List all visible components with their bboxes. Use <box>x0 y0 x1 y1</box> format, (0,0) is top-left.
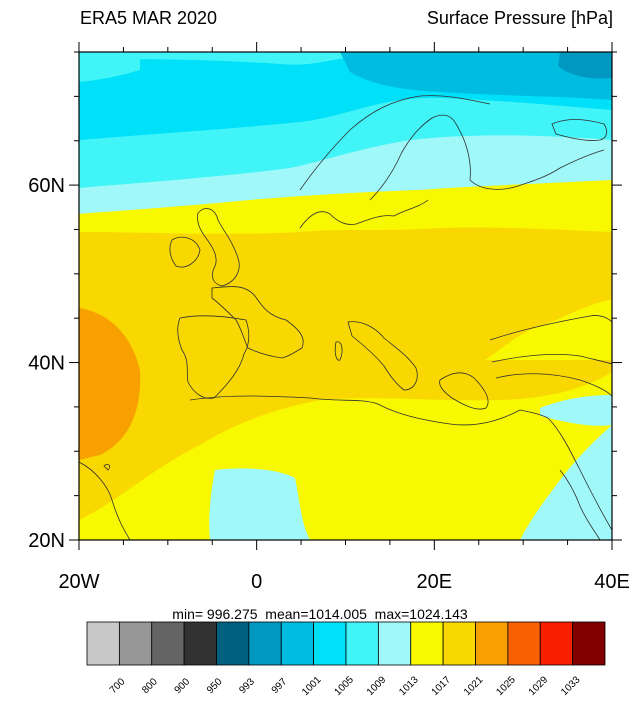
coastline-baltic-south <box>299 199 429 229</box>
field-997-1001 <box>340 52 612 100</box>
coastline-white-sea <box>551 119 608 141</box>
coastline-finland <box>455 123 605 190</box>
colorbar-level-label: 800 <box>140 676 160 696</box>
coastline-sweden <box>369 114 457 201</box>
coastline-turkey <box>495 373 612 397</box>
colorbar-swatch <box>442 621 476 666</box>
coastline-black-sea-south <box>491 353 612 365</box>
colorbar-swatch <box>377 621 412 666</box>
colorbar-swatch <box>248 621 282 666</box>
colorbar-swatch <box>151 621 185 666</box>
colorbar-swatch <box>118 621 153 666</box>
colorbar-level-label: 950 <box>205 676 225 696</box>
colorbar-swatch <box>345 621 379 666</box>
lon-tick-label: 40E <box>594 571 630 593</box>
colorbar-level-label: 1033 <box>559 674 583 698</box>
axis-ticks <box>69 42 622 550</box>
coastlines <box>79 95 612 540</box>
colorbar-level-label: 1005 <box>332 674 356 698</box>
pressure-field <box>79 52 612 540</box>
colorbar-level-label: 1009 <box>365 674 389 698</box>
coastline-iberia <box>177 315 250 399</box>
field-1021-1025 <box>79 308 141 460</box>
coastline-greece <box>439 372 489 410</box>
colorbar-swatch <box>183 621 217 666</box>
colorbar-level-label: 1001 <box>300 674 324 698</box>
lat-tick-label: 60N <box>28 175 65 197</box>
colorbar-level-label: 700 <box>108 676 128 696</box>
lat-tick-label: 20N <box>28 530 65 552</box>
colorbar-level-label: 1021 <box>462 674 486 698</box>
field-1009-1013-levant <box>540 395 612 426</box>
axis-tick-labels: 20W 0 20E 40E 20N 40N 60N <box>28 175 630 593</box>
map-title-left: ERA5 MAR 2020 <box>80 8 218 28</box>
map-title-right: Surface Pressure [hPa] <box>426 8 613 28</box>
coastline-sardinia <box>334 341 343 361</box>
colorbar-swatch <box>507 621 541 666</box>
field-993-997 <box>558 52 612 79</box>
coastline-britain <box>197 208 240 287</box>
coastline-red-sea <box>559 469 601 540</box>
coastline-west-africa <box>79 461 131 540</box>
colorbar-level-label: 900 <box>173 676 193 696</box>
field-1005-1009-nw <box>79 52 140 82</box>
coastline-france <box>211 286 304 359</box>
colorbar-level-label: 1013 <box>397 674 421 698</box>
colorbar-swatch <box>572 621 606 666</box>
field-1013-1017-north <box>79 180 612 234</box>
colorbar-level-label: 993 <box>237 676 257 696</box>
coastline-ireland <box>169 236 201 268</box>
coastline-canary-islands <box>103 463 111 471</box>
colorbar-level-label: 997 <box>270 676 290 696</box>
coastline-levant <box>547 417 612 531</box>
colorbar: 700 800 900 950 993 997 1001 1005 1009 1013 1017 10… <box>86 621 606 698</box>
colorbar-swatch <box>86 621 120 666</box>
colorbar-swatch <box>475 621 509 666</box>
colorbar-level-label: 1025 <box>494 674 518 698</box>
colorbar-swatch <box>313 621 347 666</box>
colorbar-level-label: 1017 <box>430 674 454 698</box>
coastline-north-africa <box>189 395 549 426</box>
lat-tick-label: 40N <box>28 353 65 375</box>
colorbar-swatch <box>280 621 315 666</box>
coastline-norway <box>299 95 491 191</box>
coastline-black-sea-north <box>489 315 612 341</box>
field-1013-1017-east <box>485 300 612 360</box>
field-1009-1013-arabia <box>520 425 612 540</box>
field-1009-1013-sahara <box>209 468 310 540</box>
colorbar-swatch <box>410 621 444 666</box>
field-statistics: min= 996.275 mean=1014.005 max=1024.143 <box>172 606 468 622</box>
colorbar-swatch <box>539 621 574 666</box>
lon-tick-label: 20W <box>58 571 99 593</box>
colorbar-swatch <box>216 621 250 666</box>
lon-tick-label: 0 <box>251 571 262 593</box>
lon-tick-label: 20E <box>417 571 453 593</box>
colorbar-level-label: 1029 <box>527 674 551 698</box>
coastline-italy <box>347 321 418 391</box>
